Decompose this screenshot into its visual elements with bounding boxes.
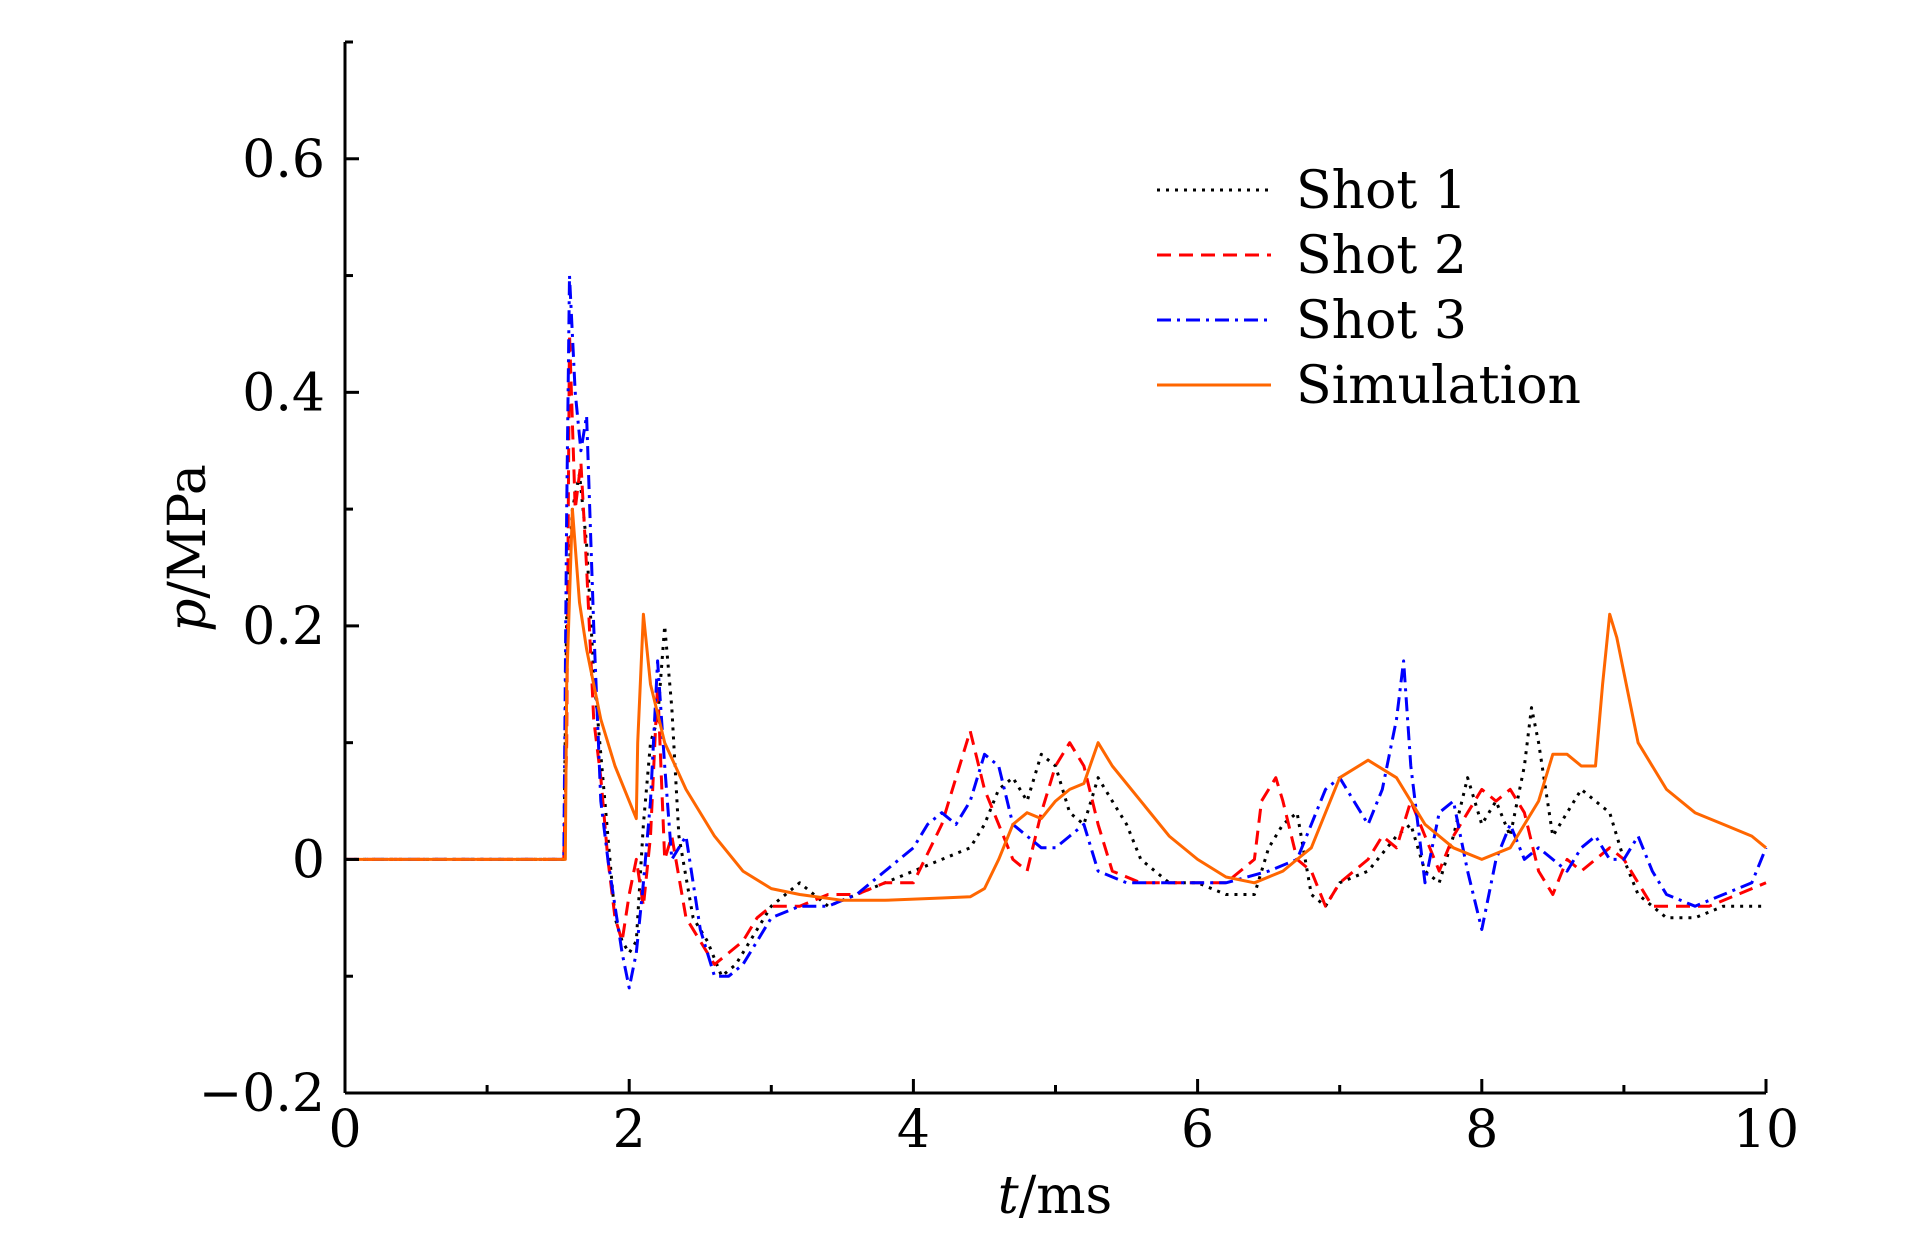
series-line-shot-2 xyxy=(345,332,1767,966)
x-tick-label: 8 xyxy=(1465,1100,1498,1160)
y-axis-title: p/MPa xyxy=(158,464,218,632)
y-tick-label: 0 xyxy=(292,830,325,890)
x-tick-label: 4 xyxy=(897,1100,930,1160)
svg-text:p/MPa: p/MPa xyxy=(158,464,218,632)
legend-label: Simulation xyxy=(1296,356,1581,416)
x-axis-var: t xyxy=(998,1166,1019,1226)
axes-group xyxy=(343,42,1766,1095)
y-tick-label: 0.4 xyxy=(242,363,325,423)
y-axis-unit: /MPa xyxy=(158,464,218,598)
y-tick-label: 0.2 xyxy=(242,597,325,657)
series-line-simulation xyxy=(345,507,1767,902)
legend-label: Shot 3 xyxy=(1296,291,1467,351)
y-tick-label: 0.6 xyxy=(242,130,325,190)
x-tick-label: 2 xyxy=(613,1100,646,1160)
x-tick-label: 0 xyxy=(328,1100,361,1160)
legend-label: Shot 2 xyxy=(1296,226,1467,286)
legend-label: Shot 1 xyxy=(1296,161,1467,221)
x-axis-unit: /ms xyxy=(1019,1166,1113,1226)
ticks-group: 0 2 4 6 8 10−0.200.20.40.6 xyxy=(199,40,1799,1160)
x-tick-label: 6 xyxy=(1181,1100,1214,1160)
plot-series-group xyxy=(345,274,1768,990)
x-axis-title: t/ms xyxy=(998,1166,1112,1226)
series-line-shot-1 xyxy=(345,472,1766,978)
y-axis-var: p xyxy=(158,599,218,632)
y-tick-label: −0.2 xyxy=(199,1064,325,1124)
x-tick-label: 10 xyxy=(1733,1100,1799,1160)
svg-text:t/ms: t/ms xyxy=(998,1166,1112,1226)
